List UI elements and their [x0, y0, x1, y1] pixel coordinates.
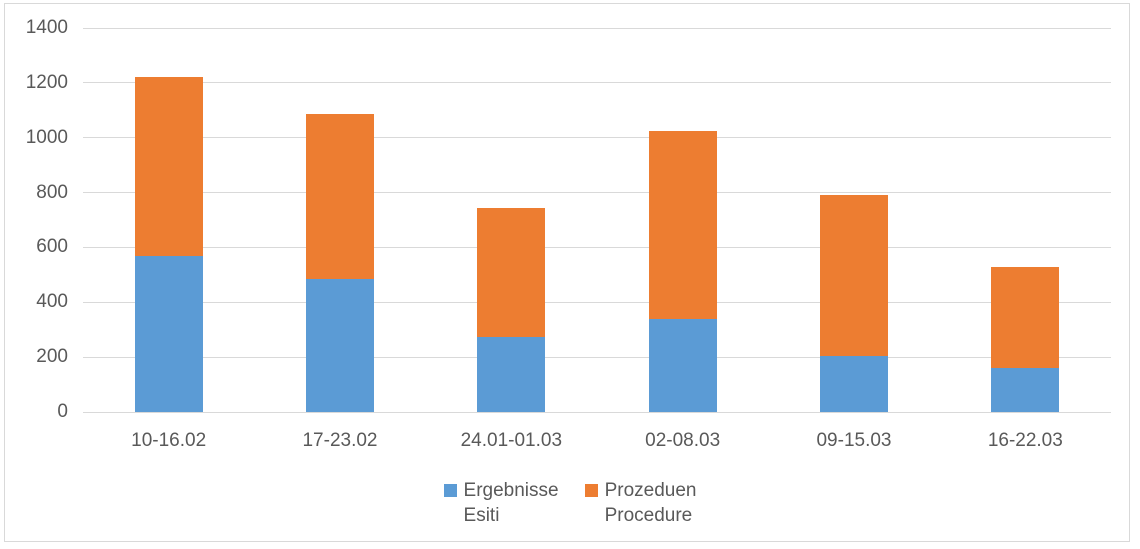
bar-segment-prozeduen [306, 114, 374, 279]
gridline [83, 27, 1111, 29]
bar-segment-ergebnisse [306, 278, 374, 412]
y-axis-tick-label: 600 [36, 236, 68, 258]
x-axis-label: 02-08.03 [645, 430, 721, 451]
gridline [83, 82, 1111, 84]
legend-color-swatch-orange-icon [584, 484, 598, 497]
gridline [83, 192, 1111, 194]
bar-segment-ergebnisse [477, 336, 546, 412]
y-axis-tick-label: 1200 [25, 71, 68, 93]
bar-segment-prozeduen [820, 195, 888, 356]
y-axis-tick-label: 800 [36, 181, 68, 203]
gridline [83, 411, 1111, 413]
x-axis-label: 16-22.03 [987, 430, 1063, 451]
legend-item-ergebnisse: Ergebnisse Esiti [443, 478, 559, 528]
legend-color-swatch-blue-icon [443, 484, 457, 497]
gridline [83, 246, 1111, 248]
bar-segment-prozeduen [991, 266, 1060, 369]
legend-item-prozeduen: Prozeduen Procedure [584, 478, 697, 528]
gridline [83, 137, 1111, 139]
legend-label-line1: Prozeduen [604, 480, 697, 501]
y-axis-tick-label: 0 [57, 401, 68, 422]
y-axis-tick-label: 400 [36, 291, 68, 313]
bar-segment-ergebnisse [991, 368, 1060, 412]
legend-label-line2: Esiti [463, 505, 500, 526]
legend-label-line1: Ergebnisse [463, 480, 559, 501]
gridline [83, 356, 1111, 358]
legend-label-ergebnisse: Ergebnisse Esiti [464, 478, 559, 528]
x-axis-label: 10-16.02 [131, 430, 207, 451]
y-axis-tick-label: 1000 [25, 126, 68, 148]
bar-segment-prozeduen [134, 77, 203, 256]
bar-segment-ergebnisse [134, 255, 203, 412]
bar-segment-ergebnisse [820, 355, 888, 412]
x-axis-label: 24.01-01.03 [460, 430, 563, 451]
bar-segment-ergebnisse [648, 318, 717, 412]
legend: Ergebnisse Esiti Prozeduen Procedure [0, 478, 1140, 528]
y-axis-tick-label: 1400 [25, 17, 68, 38]
x-axis-label: 09-15.03 [816, 430, 892, 451]
legend-label-prozeduen: Prozeduen Procedure [605, 478, 697, 528]
bar-segment-prozeduen [648, 130, 717, 319]
y-axis-tick-label: 200 [36, 346, 68, 368]
bar-segment-prozeduen [477, 207, 546, 337]
legend-label-line2: Procedure [604, 505, 693, 526]
x-axis-label: 17-23.02 [302, 430, 378, 451]
gridline [83, 301, 1111, 303]
